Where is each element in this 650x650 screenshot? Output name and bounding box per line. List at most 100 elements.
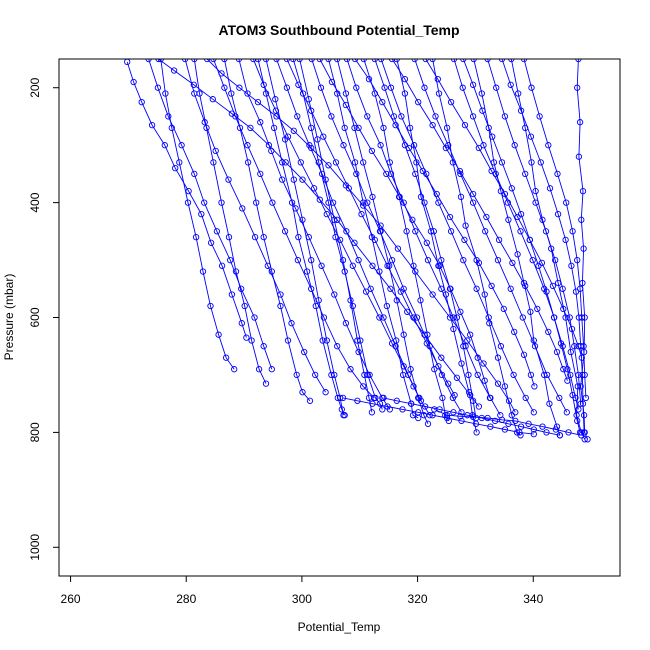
data-point xyxy=(207,302,214,310)
data-point xyxy=(461,121,469,129)
data-point xyxy=(178,142,185,149)
data-point xyxy=(254,59,262,63)
data-point xyxy=(185,187,192,195)
series-line xyxy=(425,59,583,358)
series-31 xyxy=(283,59,458,399)
series-line xyxy=(434,408,582,436)
data-point xyxy=(390,113,398,120)
data-point xyxy=(529,256,536,264)
data-point xyxy=(325,59,332,63)
data-point xyxy=(393,397,400,404)
series-line xyxy=(126,61,247,338)
data-point xyxy=(361,371,368,379)
data-point xyxy=(442,144,450,152)
data-point xyxy=(336,394,344,402)
data-point xyxy=(388,59,396,63)
data-point xyxy=(253,199,260,206)
x-tick-label: 280 xyxy=(176,592,196,606)
data-point xyxy=(422,59,429,63)
data-point xyxy=(436,406,443,413)
data-point xyxy=(398,113,405,120)
x-tick-label: 340 xyxy=(523,592,543,606)
data-point xyxy=(380,394,387,402)
data-point xyxy=(520,351,528,358)
data-point xyxy=(305,96,312,103)
series-16 xyxy=(235,59,393,413)
data-point xyxy=(281,136,289,143)
data-point xyxy=(340,412,347,419)
data-point xyxy=(584,436,591,443)
data-point xyxy=(341,124,348,132)
data-point xyxy=(331,371,338,379)
data-point xyxy=(415,98,422,106)
data-point xyxy=(316,196,323,203)
data-point xyxy=(537,159,544,166)
data-point xyxy=(181,59,189,63)
data-point xyxy=(364,113,371,120)
data-point xyxy=(315,297,322,304)
data-point xyxy=(387,170,395,178)
data-point xyxy=(469,397,477,404)
data-point xyxy=(257,119,264,126)
data-point xyxy=(415,409,422,416)
data-point xyxy=(522,282,529,290)
data-point xyxy=(383,302,391,310)
data-point xyxy=(170,67,178,74)
series-23 xyxy=(484,59,584,407)
data-point xyxy=(272,96,279,103)
data-point xyxy=(209,96,216,103)
data-point xyxy=(353,170,360,178)
data-point xyxy=(575,406,582,413)
data-point xyxy=(308,124,315,132)
data-point xyxy=(228,90,235,97)
data-point xyxy=(384,403,391,410)
data-point xyxy=(328,113,335,120)
data-point xyxy=(379,406,386,413)
data-point xyxy=(294,113,301,120)
data-point xyxy=(367,285,374,292)
data-point xyxy=(439,394,446,402)
data-point xyxy=(218,262,226,269)
data-point xyxy=(485,314,492,321)
data-point xyxy=(241,302,248,310)
data-point xyxy=(308,144,315,152)
series-41 xyxy=(380,394,564,439)
data-point xyxy=(210,59,217,63)
data-point xyxy=(569,391,576,399)
data-point xyxy=(478,414,485,422)
data-point xyxy=(532,187,539,195)
data-point xyxy=(358,210,365,218)
data-point xyxy=(464,337,471,344)
data-point xyxy=(400,363,407,370)
data-point xyxy=(530,430,537,438)
series-line xyxy=(158,59,480,407)
data-point xyxy=(438,256,445,264)
data-point xyxy=(283,84,291,91)
data-point xyxy=(231,366,238,373)
series-line xyxy=(363,59,450,422)
data-point xyxy=(268,366,275,373)
data-point xyxy=(360,383,367,390)
series-line xyxy=(311,59,462,413)
data-point xyxy=(201,199,208,206)
data-point xyxy=(201,119,208,126)
data-point xyxy=(526,236,533,244)
data-point xyxy=(419,167,426,175)
series-line xyxy=(453,59,579,410)
data-point xyxy=(517,210,525,218)
data-point xyxy=(493,84,500,91)
data-point xyxy=(387,285,394,292)
data-point xyxy=(277,302,284,310)
data-point xyxy=(404,308,411,315)
data-point xyxy=(443,414,451,422)
y-axis-label: Pressure (mbar) xyxy=(2,274,16,361)
data-point xyxy=(247,124,254,132)
data-point xyxy=(244,142,251,149)
data-point xyxy=(430,228,437,235)
data-point xyxy=(377,142,384,149)
data-point xyxy=(574,84,581,91)
data-point xyxy=(184,199,192,206)
data-point xyxy=(354,397,361,404)
data-point xyxy=(273,113,280,120)
